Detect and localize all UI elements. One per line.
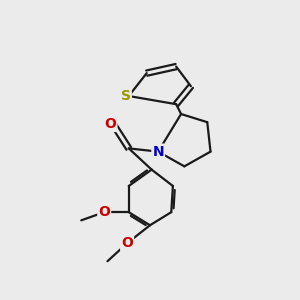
Text: O: O	[121, 236, 133, 250]
Text: N: N	[152, 145, 164, 159]
Text: O: O	[104, 117, 116, 131]
Text: O: O	[98, 205, 110, 219]
Text: S: S	[121, 89, 131, 103]
